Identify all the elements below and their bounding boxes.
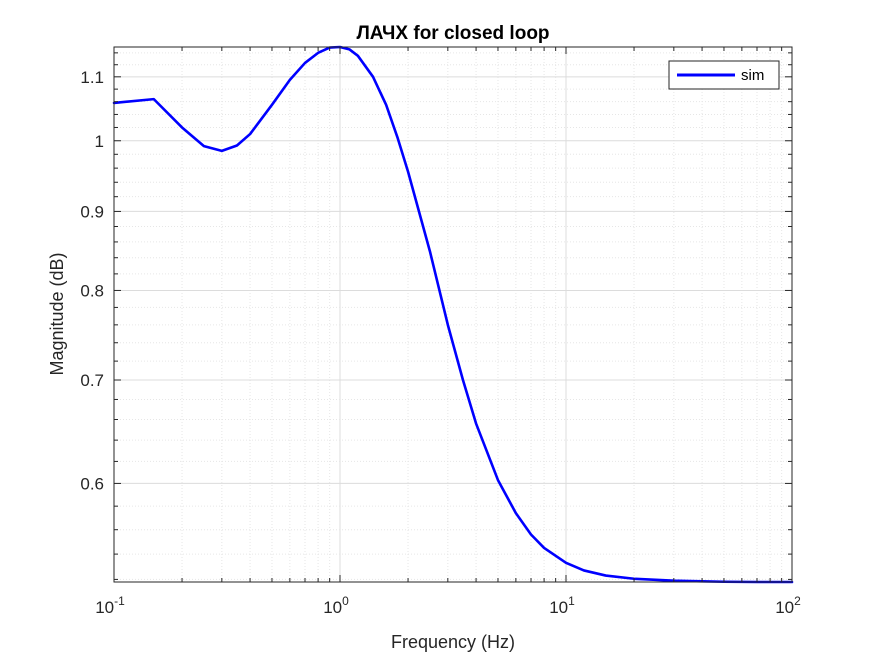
y-tick-label: 0.9	[80, 202, 104, 221]
x-axis-label: Frequency (Hz)	[391, 632, 515, 652]
x-tick-label: 100	[323, 594, 349, 617]
legend-label-sim: sim	[741, 67, 764, 84]
y-tick-labels: 0.6 0.7 0.8 0.9 1 1.1	[80, 68, 104, 494]
y-tick-label: 1.1	[80, 68, 104, 87]
y-axis-label: Magnitude (dB)	[47, 252, 67, 375]
y-tick-label: 0.7	[80, 371, 104, 390]
x-tick-label: 102	[775, 594, 801, 617]
x-tick-label: 10-1	[95, 594, 125, 617]
plot-area	[114, 47, 792, 582]
x-tick-label: 101	[549, 594, 575, 617]
y-tick-label: 0.6	[80, 474, 104, 493]
series-layer	[112, 45, 794, 584]
plot-frame	[113, 46, 793, 583]
y-tick-label: 1	[95, 132, 104, 151]
y-tick-label: 0.8	[80, 281, 104, 300]
x-tick-labels: 10-1 100 101 102	[95, 594, 801, 617]
tick-marks	[113, 47, 793, 582]
chart-title: ЛАЧХ for closed loop	[356, 23, 549, 44]
series-line-sim	[112, 45, 794, 584]
grid	[113, 47, 792, 582]
legend: sim	[668, 60, 780, 90]
